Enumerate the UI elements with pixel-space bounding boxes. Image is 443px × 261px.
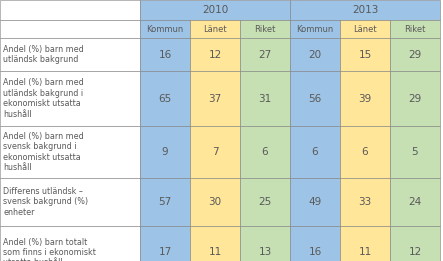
Bar <box>290 226 340 261</box>
Text: 25: 25 <box>258 197 272 207</box>
Text: 29: 29 <box>408 50 422 60</box>
Text: 13: 13 <box>258 247 272 258</box>
Bar <box>290 38 340 71</box>
Bar <box>340 38 390 71</box>
Bar <box>290 0 440 20</box>
Text: Riket: Riket <box>254 25 276 33</box>
Text: 27: 27 <box>258 50 272 60</box>
Text: 12: 12 <box>408 247 422 258</box>
Text: 16: 16 <box>308 247 322 258</box>
Bar <box>340 126 390 178</box>
Bar <box>290 178 340 226</box>
Bar <box>190 38 240 71</box>
Text: Länet: Länet <box>203 25 227 33</box>
Bar <box>390 126 440 178</box>
Text: 11: 11 <box>358 247 372 258</box>
Bar <box>140 178 190 226</box>
Text: 33: 33 <box>358 197 372 207</box>
Text: Andel (%) barn med
utländsk bakgrund: Andel (%) barn med utländsk bakgrund <box>3 45 84 64</box>
Text: 37: 37 <box>208 93 222 104</box>
Text: 7: 7 <box>212 147 218 157</box>
Text: 24: 24 <box>408 197 422 207</box>
Bar <box>140 20 190 38</box>
Text: 9: 9 <box>162 147 168 157</box>
Bar <box>390 71 440 126</box>
Bar <box>140 126 190 178</box>
Bar <box>390 226 440 261</box>
Text: Differens utländsk –
svensk bakgrund (%)
enheter: Differens utländsk – svensk bakgrund (%)… <box>3 187 88 217</box>
Text: Länet: Länet <box>353 25 377 33</box>
Bar <box>190 126 240 178</box>
Text: 6: 6 <box>361 147 368 157</box>
Text: 56: 56 <box>308 93 322 104</box>
Text: 11: 11 <box>208 247 222 258</box>
Text: 31: 31 <box>258 93 272 104</box>
Text: 6: 6 <box>262 147 268 157</box>
Text: 16: 16 <box>159 50 171 60</box>
Bar <box>340 71 390 126</box>
Text: Kommun: Kommun <box>146 25 184 33</box>
Bar <box>240 71 290 126</box>
Bar <box>290 20 340 38</box>
Bar <box>240 226 290 261</box>
Text: 6: 6 <box>312 147 319 157</box>
Bar <box>0 0 140 20</box>
Text: 12: 12 <box>208 50 222 60</box>
Bar <box>290 126 340 178</box>
Bar <box>190 71 240 126</box>
Bar <box>240 178 290 226</box>
Bar <box>390 178 440 226</box>
Bar <box>0 20 140 38</box>
Bar <box>240 126 290 178</box>
Text: Andel (%) barn med
utländsk bakgrund i
ekonomiskt utsatta
hushåll: Andel (%) barn med utländsk bakgrund i e… <box>3 78 84 118</box>
Text: 29: 29 <box>408 93 422 104</box>
Bar <box>0 126 140 178</box>
Bar <box>140 71 190 126</box>
Text: Kommun: Kommun <box>296 25 334 33</box>
Bar <box>140 226 190 261</box>
Bar <box>0 178 140 226</box>
Text: 57: 57 <box>159 197 171 207</box>
Text: 2010: 2010 <box>202 5 228 15</box>
Bar <box>390 38 440 71</box>
Bar <box>340 178 390 226</box>
Bar <box>190 226 240 261</box>
Bar <box>0 71 140 126</box>
Text: 2013: 2013 <box>352 5 378 15</box>
Text: 20: 20 <box>308 50 322 60</box>
Bar <box>340 20 390 38</box>
Bar <box>140 0 290 20</box>
Bar <box>0 38 140 71</box>
Text: 17: 17 <box>159 247 171 258</box>
Bar <box>190 20 240 38</box>
Bar <box>390 20 440 38</box>
Bar <box>340 226 390 261</box>
Text: Andel (%) barn totalt
som finns i ekonomiskt
utsatta hushåll: Andel (%) barn totalt som finns i ekonom… <box>3 238 96 261</box>
Text: 30: 30 <box>209 197 222 207</box>
Bar <box>190 178 240 226</box>
Text: Andel (%) barn med
svensk bakgrund i
ekonomiskt utsatta
hushåll: Andel (%) barn med svensk bakgrund i eko… <box>3 132 84 172</box>
Text: 39: 39 <box>358 93 372 104</box>
Text: 15: 15 <box>358 50 372 60</box>
Bar <box>240 20 290 38</box>
Text: Riket: Riket <box>404 25 426 33</box>
Bar <box>0 226 140 261</box>
Bar <box>290 71 340 126</box>
Bar <box>240 38 290 71</box>
Text: 49: 49 <box>308 197 322 207</box>
Text: 5: 5 <box>412 147 418 157</box>
Text: 65: 65 <box>159 93 171 104</box>
Bar <box>140 38 190 71</box>
